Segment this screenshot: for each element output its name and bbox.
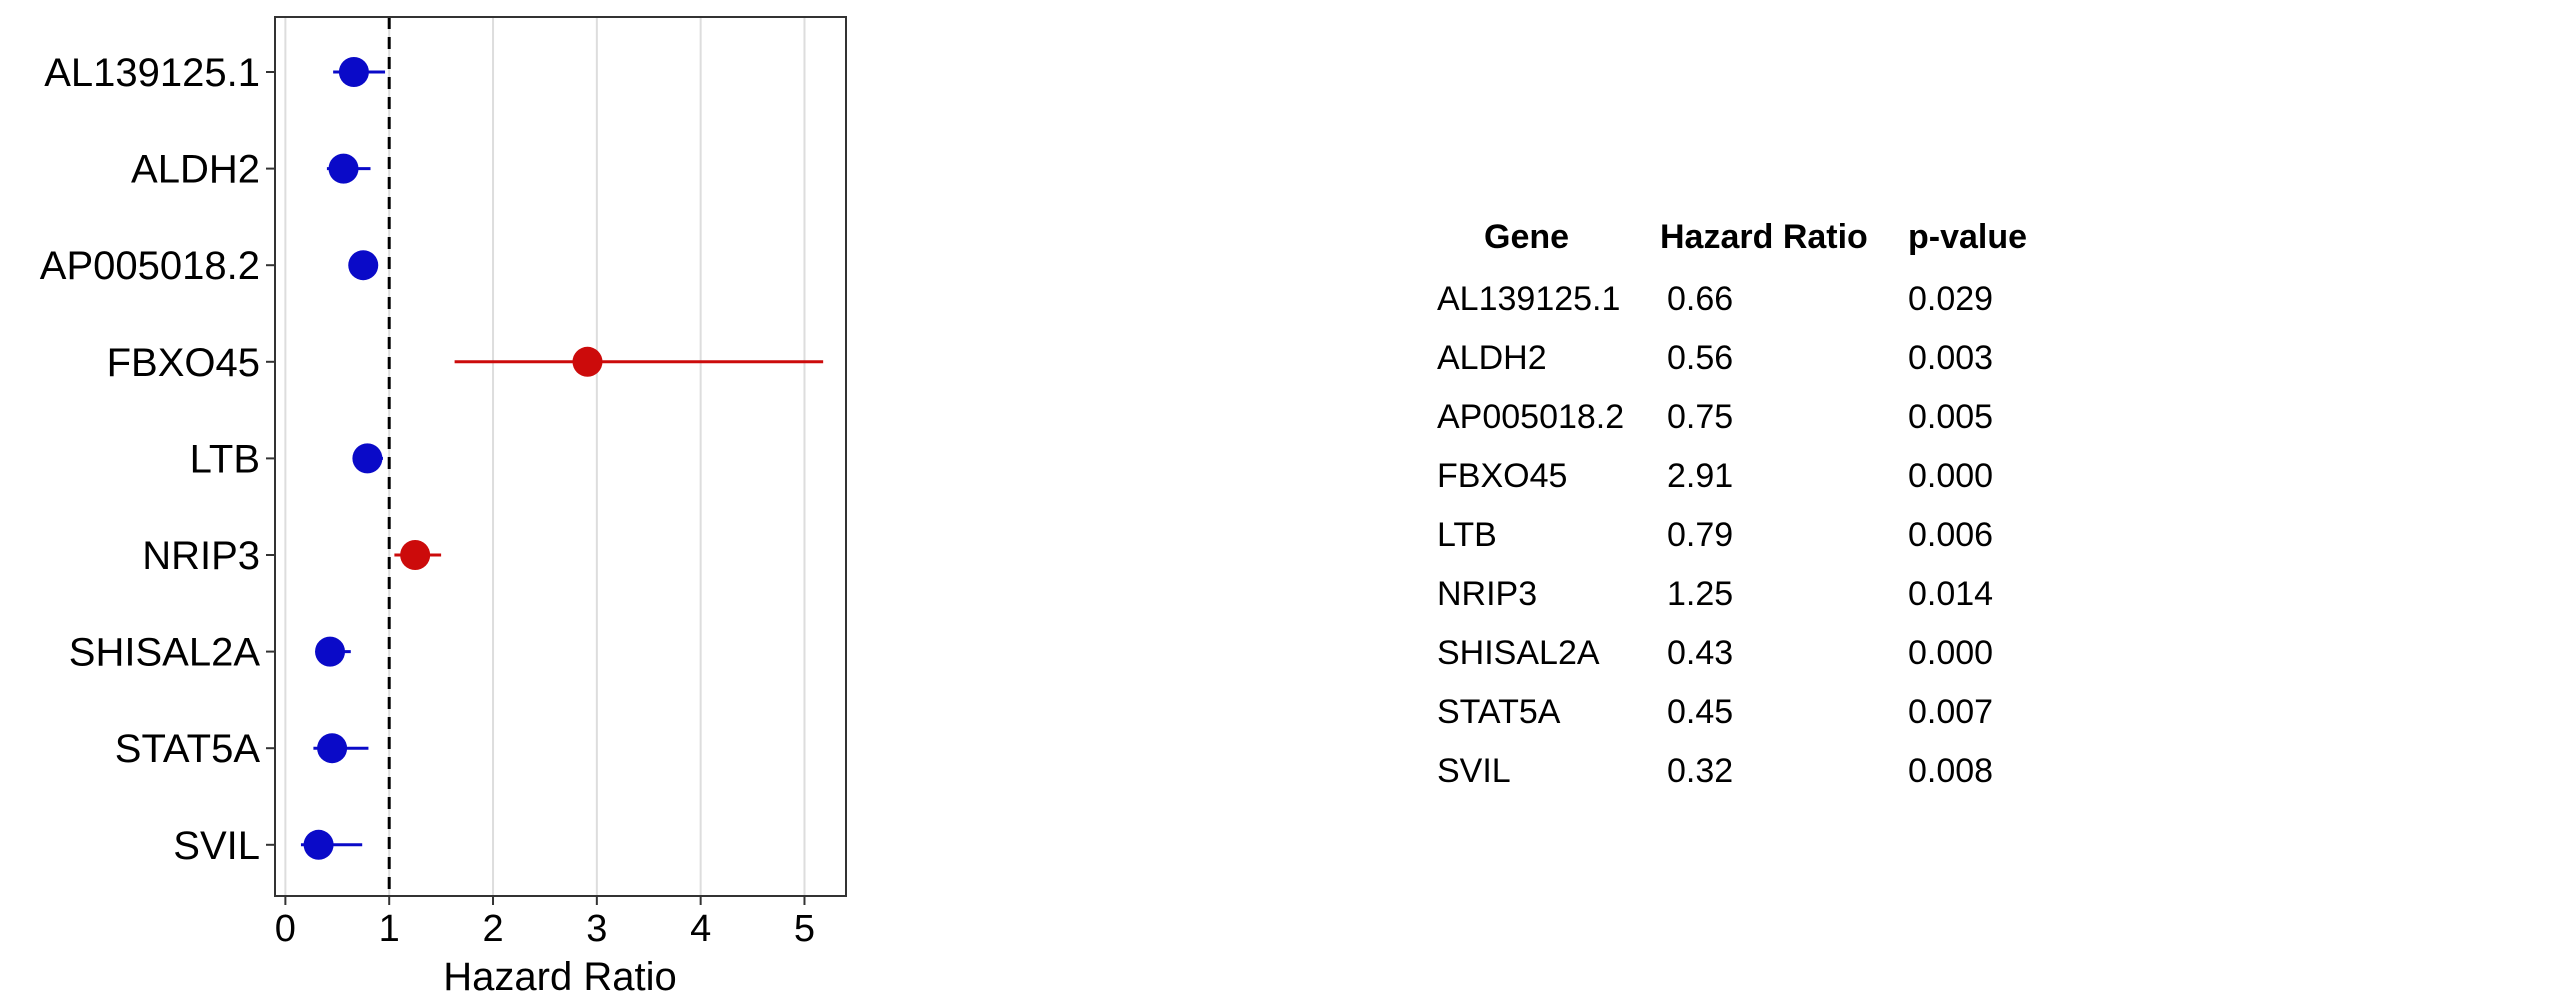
hazard-ratio-cell: 0.43 xyxy=(1667,634,1734,672)
gene-cell: LTB xyxy=(1437,516,1497,554)
gene-cell: SVIL xyxy=(1437,752,1511,790)
table-row: AP005018.2 0.75 0.005 xyxy=(1420,398,2060,448)
table-row: FBXO45 2.91 0.000 xyxy=(1420,457,2060,507)
hazard-ratio-cell: 1.25 xyxy=(1667,575,1734,613)
y-tick-label: ALDH2 xyxy=(131,148,260,192)
x-tick-label: 0 xyxy=(275,908,296,950)
y-tick-label: AL139125.1 xyxy=(44,51,260,95)
p-value-cell: 0.003 xyxy=(1908,339,1994,377)
gene-cell: AP005018.2 xyxy=(1437,398,1625,436)
hazard-ratio-point xyxy=(338,57,369,87)
y-tick-label: SHISAL2A xyxy=(69,631,261,675)
gene-cell: NRIP3 xyxy=(1437,575,1538,613)
gene-cell: ALDH2 xyxy=(1437,339,1547,377)
x-tick-label: 5 xyxy=(794,908,815,950)
table-row: SVIL 0.32 0.008 xyxy=(1420,752,2060,802)
hazard-ratio-point xyxy=(328,153,359,184)
header-gene: Gene xyxy=(1484,218,1570,256)
hazard-ratio-point xyxy=(303,829,334,860)
table-row: ALDH2 0.56 0.003 xyxy=(1420,339,2060,389)
x-tick-label: 3 xyxy=(586,908,607,950)
table-row: STAT5A 0.45 0.007 xyxy=(1420,693,2060,743)
p-value-cell: 0.029 xyxy=(1908,280,1994,318)
y-tick-label: FBXO45 xyxy=(107,341,260,385)
x-axis-title: Hazard Ratio xyxy=(443,955,676,999)
hazard-ratio-cell: 2.91 xyxy=(1667,457,1734,495)
gene-cell: SHISAL2A xyxy=(1437,634,1600,672)
y-tick-label: AP005018.2 xyxy=(40,244,260,288)
hazard-ratio-point xyxy=(315,636,346,667)
hazard-ratio-points xyxy=(303,57,603,860)
p-value-cell: 0.005 xyxy=(1908,398,1994,436)
hazard-ratio-point xyxy=(572,346,603,377)
y-tick-label: SVIL xyxy=(173,824,260,868)
hazard-ratio-cell: 0.75 xyxy=(1667,398,1734,436)
p-value-cell: 0.006 xyxy=(1908,516,1994,554)
p-value-cell: 0.008 xyxy=(1908,752,1994,790)
hazard-ratio-cell: 0.56 xyxy=(1667,339,1734,377)
x-axis: 0 1 2 3 4 5 xyxy=(275,896,815,950)
x-tick-label: 2 xyxy=(482,908,503,950)
table-row: AL139125.1 0.66 0.029 xyxy=(1420,280,2060,330)
p-value-cell: 0.014 xyxy=(1908,575,1994,613)
p-value-cell: 0.000 xyxy=(1908,457,1994,495)
x-tick-label: 4 xyxy=(690,908,711,950)
table-row: LTB 0.79 0.006 xyxy=(1420,516,2060,566)
hazard-ratio-point xyxy=(352,443,383,474)
hazard-ratio-cell: 0.79 xyxy=(1667,516,1734,554)
hazard-ratio-point xyxy=(400,540,431,570)
header-hazard-ratio: Hazard Ratio xyxy=(1660,218,1868,256)
hazard-ratio-point xyxy=(317,733,348,764)
x-tick-label: 1 xyxy=(379,908,400,950)
p-value-cell: 0.000 xyxy=(1908,634,1994,672)
plot-border xyxy=(274,16,847,897)
gene-cell: FBXO45 xyxy=(1437,457,1568,495)
hazard-ratio-point xyxy=(348,250,379,281)
table-row: NRIP3 1.25 0.014 xyxy=(1420,575,2060,625)
y-tick-label: STAT5A xyxy=(115,727,261,771)
hazard-ratio-cell: 0.32 xyxy=(1667,752,1734,790)
y-tick-label: NRIP3 xyxy=(142,534,260,578)
hazard-ratio-cell: 0.45 xyxy=(1667,693,1734,731)
gene-cell: STAT5A xyxy=(1437,693,1561,731)
gene-cell: AL139125.1 xyxy=(1437,280,1621,318)
y-tick-label: LTB xyxy=(190,437,260,481)
table-row: SHISAL2A 0.43 0.000 xyxy=(1420,634,2060,684)
results-table: Gene Hazard Ratio p-value AL139125.1 0.66… xyxy=(1420,218,2060,798)
header-p-value: p-value xyxy=(1908,218,2028,256)
p-value-cell: 0.007 xyxy=(1908,693,1994,731)
hazard-ratio-cell: 0.66 xyxy=(1667,280,1734,318)
y-axis: AL139125.1 ALDH2 AP005018.2 FBXO45 LTB NRIP3 S… xyxy=(40,51,275,868)
